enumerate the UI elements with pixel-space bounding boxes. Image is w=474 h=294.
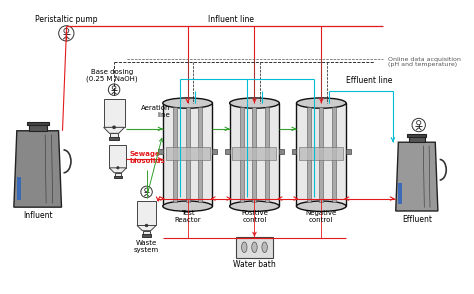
Bar <box>137 201 156 225</box>
Bar <box>292 149 296 154</box>
Circle shape <box>112 86 116 90</box>
Ellipse shape <box>229 98 279 108</box>
Bar <box>407 134 427 137</box>
Text: Negative
control: Negative control <box>306 210 337 223</box>
Bar <box>409 135 425 142</box>
Bar <box>332 107 336 202</box>
Circle shape <box>59 26 74 41</box>
Bar <box>296 103 346 206</box>
Text: Test
Reactor: Test Reactor <box>174 210 201 223</box>
Polygon shape <box>14 131 62 207</box>
Text: Base dosing
(0.25 M NaOH): Base dosing (0.25 M NaOH) <box>86 69 138 82</box>
Bar <box>142 234 151 236</box>
Text: Influent line: Influent line <box>208 15 254 24</box>
Circle shape <box>141 186 152 198</box>
Bar <box>240 107 244 202</box>
Text: Sewage
biosolids: Sewage biosolids <box>129 151 165 164</box>
Bar <box>225 149 229 154</box>
Text: Effluent line: Effluent line <box>346 76 392 85</box>
Polygon shape <box>137 225 156 231</box>
Circle shape <box>113 126 116 129</box>
Bar <box>17 177 21 200</box>
Bar <box>307 107 311 202</box>
Bar <box>237 237 273 258</box>
Polygon shape <box>104 127 125 133</box>
Polygon shape <box>396 142 438 211</box>
Text: Peristaltic pump: Peristaltic pump <box>35 15 98 24</box>
Ellipse shape <box>163 98 212 108</box>
Bar <box>253 107 256 202</box>
Ellipse shape <box>296 98 346 108</box>
Bar <box>104 99 125 127</box>
Bar <box>29 123 46 131</box>
Text: Effluent: Effluent <box>402 215 432 224</box>
Polygon shape <box>109 168 127 173</box>
Bar <box>114 176 122 178</box>
Ellipse shape <box>252 242 257 253</box>
Bar <box>186 107 190 202</box>
Text: Online data acquisition
(pH and temperature): Online data acquisition (pH and temperat… <box>388 57 461 67</box>
Bar <box>143 231 150 235</box>
Bar <box>232 147 276 160</box>
Bar <box>109 145 127 168</box>
Bar <box>229 103 279 206</box>
Text: Positive
control: Positive control <box>241 210 268 223</box>
Circle shape <box>412 118 425 132</box>
Bar <box>346 149 351 154</box>
Bar <box>198 107 202 202</box>
Text: Influent: Influent <box>23 211 53 220</box>
Bar <box>300 147 343 160</box>
Circle shape <box>109 84 120 96</box>
Ellipse shape <box>242 242 247 253</box>
Bar <box>163 103 212 206</box>
Circle shape <box>417 121 421 125</box>
Bar <box>319 107 323 202</box>
Ellipse shape <box>262 242 267 253</box>
Bar <box>265 107 269 202</box>
Circle shape <box>64 28 69 33</box>
Bar <box>115 173 121 177</box>
Ellipse shape <box>163 201 212 211</box>
Circle shape <box>145 224 148 227</box>
Bar <box>27 122 49 125</box>
Text: Aeration
line: Aeration line <box>141 105 171 118</box>
Bar <box>173 107 177 202</box>
Bar <box>279 149 284 154</box>
Text: Waste
system: Waste system <box>134 240 159 253</box>
Text: Water bath: Water bath <box>233 260 276 269</box>
Bar <box>165 147 210 160</box>
Ellipse shape <box>296 201 346 211</box>
Circle shape <box>117 167 119 169</box>
Bar <box>109 137 118 140</box>
Bar <box>158 149 163 154</box>
Bar <box>212 149 217 154</box>
Bar <box>110 133 118 138</box>
Ellipse shape <box>229 201 279 211</box>
Bar <box>398 183 402 204</box>
Circle shape <box>145 188 148 192</box>
